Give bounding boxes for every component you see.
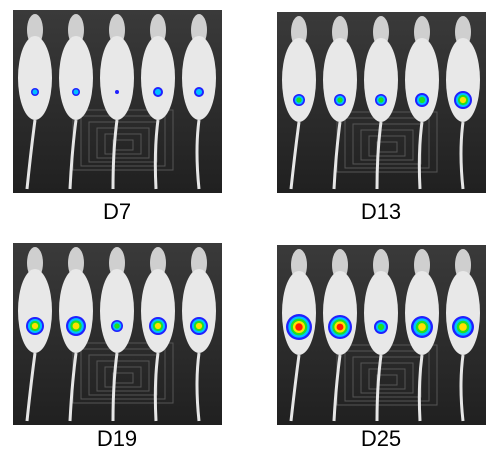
mouse-body <box>446 38 480 122</box>
mouse-tail <box>195 352 201 422</box>
signal-spot <box>378 97 384 103</box>
grid-frame <box>104 366 142 388</box>
grid-frame <box>360 129 414 161</box>
mouse-tail <box>153 352 160 422</box>
mouse-tail <box>153 119 160 190</box>
grid-frame <box>368 368 406 390</box>
mouse-body <box>364 271 398 355</box>
mouse-body <box>282 38 316 122</box>
mouse-body <box>323 271 357 355</box>
signal-spot <box>195 322 203 330</box>
signal-spot <box>295 323 303 331</box>
mouse-tail <box>111 352 119 422</box>
mouse-tail <box>417 121 424 190</box>
signal-spot <box>459 96 467 104</box>
mouse-body <box>182 36 216 120</box>
mouse-body <box>405 271 439 355</box>
signal-spot <box>296 97 302 103</box>
mouse-tail <box>459 121 465 190</box>
signal-spot <box>418 96 426 104</box>
signal-spot <box>32 89 38 95</box>
grid-frame <box>96 127 150 159</box>
mouse-body <box>405 38 439 122</box>
panel-label: D13 <box>361 199 401 224</box>
mouse-body <box>282 271 316 355</box>
mouse-body <box>323 38 357 122</box>
mouse-tail <box>68 352 78 422</box>
signal-spot <box>336 323 344 331</box>
signal-spot <box>73 89 79 95</box>
grid-frame <box>104 133 142 155</box>
mouse-tail <box>289 121 301 190</box>
mouse-tail <box>375 121 383 190</box>
grid-frame <box>96 360 150 392</box>
grid-frame <box>360 362 414 394</box>
mouse-tail <box>195 119 201 190</box>
signal-spot <box>377 323 385 331</box>
signal-spot <box>115 90 119 94</box>
image-panel <box>277 12 486 193</box>
signal-spot <box>31 322 39 330</box>
signal-spot <box>418 323 426 331</box>
mouse-body <box>182 269 216 353</box>
mouse-tail <box>289 354 301 422</box>
panel-label: D7 <box>103 199 131 224</box>
mouse-body <box>141 269 175 353</box>
mouse-body <box>18 269 52 353</box>
mouse-body <box>59 269 93 353</box>
mouse-tail <box>459 354 465 422</box>
mouse-tail <box>332 121 342 190</box>
signal-spot <box>154 322 162 330</box>
image-panel <box>277 245 486 425</box>
image-panel <box>13 10 222 193</box>
image-panel <box>13 243 222 425</box>
signal-spot <box>459 323 467 331</box>
mouse-tail <box>68 119 78 190</box>
mouse-body <box>446 271 480 355</box>
mouse-tail <box>111 119 119 190</box>
signal-spot <box>337 97 343 103</box>
mouse-tail <box>417 354 424 422</box>
panel-label: D25 <box>361 426 401 451</box>
mouse-tail <box>25 119 37 190</box>
mouse-tail <box>25 352 37 422</box>
mouse-body <box>100 36 134 120</box>
grid-frame <box>368 135 406 157</box>
signal-spot <box>154 88 162 96</box>
panel-label: D19 <box>97 426 137 451</box>
mouse-body <box>141 36 175 120</box>
mouse-tail <box>332 354 342 422</box>
mouse-body <box>59 36 93 120</box>
signal-spot <box>114 323 120 329</box>
signal-spot <box>72 322 80 330</box>
mouse-body <box>364 38 398 122</box>
mouse-body <box>18 36 52 120</box>
mouse-tail <box>375 354 383 422</box>
signal-spot <box>195 88 203 96</box>
mouse-body <box>100 269 134 353</box>
